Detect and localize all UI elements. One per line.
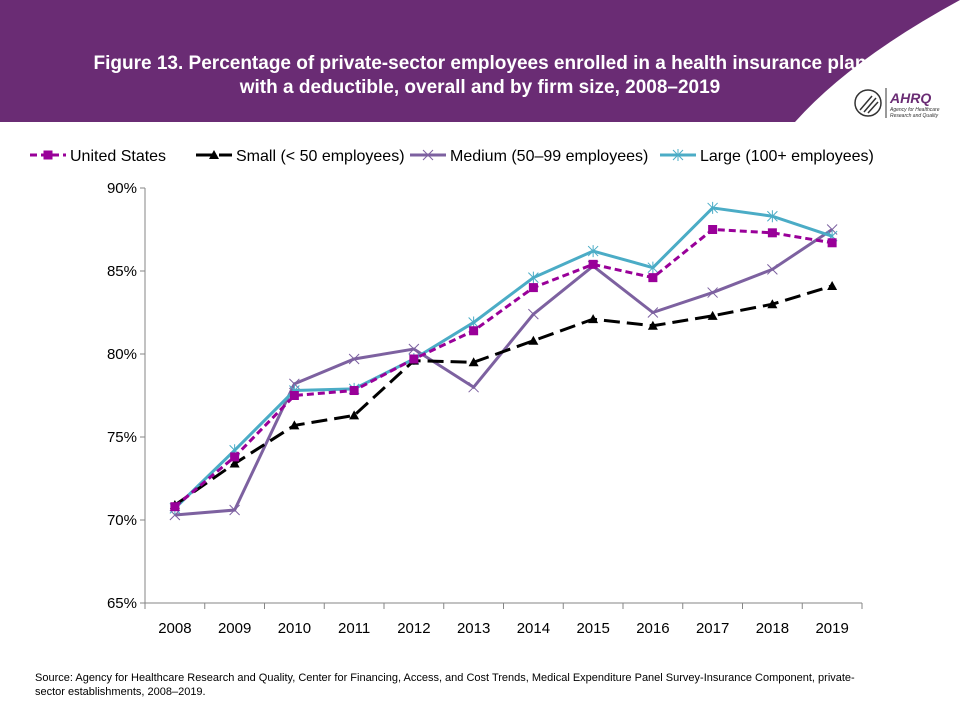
x-tick-label: 2019 <box>815 620 848 637</box>
x-tick-label: 2016 <box>636 620 669 637</box>
data-point-triangle <box>588 314 599 324</box>
data-point-triangle <box>349 410 360 420</box>
hhs-eagle-icon <box>854 89 882 117</box>
series-line-small <box>174 284 833 507</box>
data-point-square <box>409 354 419 364</box>
data-point-x <box>468 381 479 393</box>
y-tick-label: 70% <box>107 512 137 529</box>
data-point-square <box>827 238 837 248</box>
x-tick-label: 2013 <box>457 620 490 637</box>
data-point-square <box>230 452 240 462</box>
x-tick-label: 2018 <box>756 620 789 637</box>
legend-item-large: Large (100+ employees) <box>660 148 874 165</box>
legend-label: United States <box>70 148 166 165</box>
line-chart: 65% 70% 75% 80% 85% 90% 2008 2009 2010 2011 2012 20… <box>30 148 874 637</box>
legend-label: Small (< 50 employees) <box>236 148 405 165</box>
data-point-x <box>767 263 778 275</box>
data-point-star <box>528 271 539 284</box>
svg-text:Agency for Healthcare: Agency for Healthcare <box>889 107 940 113</box>
data-point-star <box>647 261 659 274</box>
data-point-triangle <box>647 320 658 330</box>
data-point-star <box>672 149 684 161</box>
data-point-x <box>707 287 718 298</box>
source-note: Source: Agency for Healthcare Research a… <box>35 672 855 698</box>
data-point-square <box>349 386 359 396</box>
x-tick-label: 2009 <box>218 620 251 637</box>
logo-area: AHRQ Agency for Healthcare Research and … <box>795 0 960 122</box>
data-point-triangle <box>767 299 778 309</box>
x-tick-label: 2011 <box>338 620 370 637</box>
data-point-square <box>289 391 299 400</box>
series-line-medium <box>174 228 833 517</box>
data-point-x <box>229 504 240 516</box>
data-point-triangle <box>468 357 479 367</box>
data-point-square <box>767 228 777 238</box>
data-point-star <box>587 245 599 258</box>
data-point-x <box>647 307 659 318</box>
data-point-square <box>708 225 718 234</box>
data-point-x <box>348 353 360 365</box>
data-point-square <box>588 259 598 269</box>
data-point-triangle <box>209 150 219 159</box>
data-point-x <box>422 149 434 161</box>
data-point-square <box>43 150 53 160</box>
data-point-triangle <box>707 310 718 320</box>
data-point-square <box>469 326 479 336</box>
series-line-us <box>173 227 833 508</box>
svg-text:Research and Quality: Research and Quality <box>890 113 939 119</box>
data-point-x <box>408 343 420 355</box>
y-tick-label: 90% <box>107 180 137 197</box>
data-point-square <box>648 273 658 283</box>
series-line-large <box>173 206 833 510</box>
series-us <box>170 225 837 512</box>
data-point-triangle <box>289 420 300 430</box>
x-tick-label: 2017 <box>696 620 729 637</box>
data-point-star <box>767 210 778 223</box>
y-tick-label: 85% <box>107 263 137 280</box>
legend-item-us: United States <box>30 148 166 165</box>
y-tick-label: 75% <box>107 429 137 446</box>
data-point-square <box>528 283 538 293</box>
series-small <box>169 280 838 510</box>
series-medium <box>169 224 838 521</box>
legend-label: Medium (50–99 employees) <box>450 148 648 165</box>
data-point-triangle <box>827 280 838 290</box>
y-tick-label: 80% <box>107 346 137 363</box>
data-point-x <box>528 308 539 320</box>
header-banner <box>0 0 960 122</box>
data-point-square <box>170 502 180 512</box>
x-tick-label: 2015 <box>576 620 609 637</box>
x-tick-label: 2010 <box>278 620 311 637</box>
x-tick-label: 2012 <box>397 620 430 637</box>
chart-title: Figure 13. Percentage of private-sector … <box>93 53 867 98</box>
data-point-triangle <box>229 458 240 468</box>
ahrq-logo-text: AHRQ <box>889 90 931 106</box>
data-point-star <box>707 201 718 214</box>
data-point-triangle <box>528 335 539 345</box>
y-tick-label: 65% <box>107 595 137 612</box>
x-tick-label: 2014 <box>517 620 550 637</box>
legend-item-small: Small (< 50 employees) <box>196 148 405 165</box>
legend-item-medium: Medium (50–99 employees) <box>410 148 648 165</box>
x-tick-label: 2008 <box>158 620 191 637</box>
series-large <box>169 201 838 515</box>
legend-label: Large (100+ employees) <box>700 148 874 165</box>
